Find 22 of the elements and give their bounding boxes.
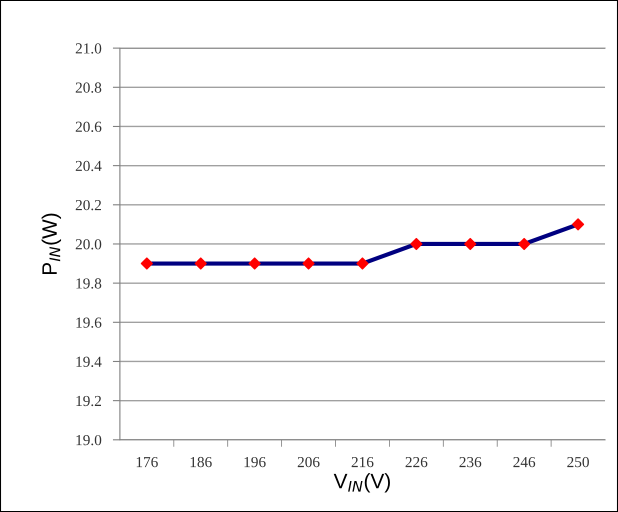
x-tick-label: 250 [567, 456, 589, 468]
y-tick-label: 20.0 [76, 239, 102, 250]
x-tick-label: 216 [352, 456, 374, 468]
y-tick-label: 19.0 [76, 434, 102, 446]
y-tick-label: 21.0 [76, 43, 102, 54]
y-tick-label: 19.8 [76, 278, 102, 289]
x-tick-label: 246 [513, 456, 536, 468]
x-tick-label: 186 [190, 456, 212, 468]
x-tick-label: 236 [459, 456, 482, 468]
x-tick-label: 176 [136, 456, 158, 468]
y-tick-label: 20.2 [76, 200, 101, 210]
y-tick-label: 19.4 [76, 356, 102, 367]
y-tick-label: 19.2 [76, 396, 101, 406]
x-tick-label: 196 [244, 456, 266, 468]
y-tick-label: 20.4 [76, 160, 102, 172]
y-tick-label: 20.6 [76, 122, 102, 132]
y-tick-label: 19.6 [76, 317, 102, 328]
y-axis-title: P$_{IN}$(W) [42, 214, 62, 274]
x-tick-label: 226 [406, 456, 428, 468]
x-axis-title: V$_{IN}$(V) [334, 473, 390, 493]
y-tick-label: 20.8 [76, 82, 102, 93]
x-tick-label: 206 [298, 456, 320, 468]
